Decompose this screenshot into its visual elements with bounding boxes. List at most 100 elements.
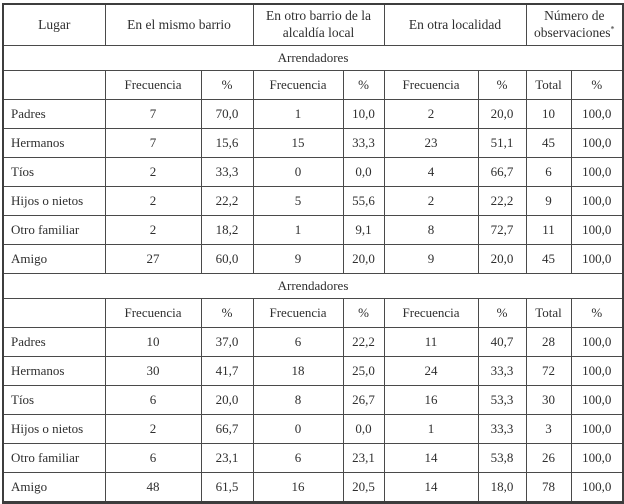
value-cell: 0	[252, 414, 344, 444]
header-num-observaciones: Número de observaciones*	[525, 3, 624, 46]
subheader-cell: %	[200, 298, 254, 328]
subheader-cell: Frecuencia	[383, 298, 479, 328]
value-cell: 8	[252, 385, 344, 415]
table-row: Hijos o nietos 2 22,2 5 55,6 2 22,2 9 100,0	[2, 186, 624, 216]
value-cell: 61,5	[200, 472, 254, 503]
section-title: Arrendadores	[2, 273, 624, 299]
section-title: Arrendadores	[2, 45, 624, 71]
header-otra-localidad: En otra localidad	[383, 3, 527, 46]
subheader-cell: Frecuencia	[104, 298, 202, 328]
value-cell: 100,0	[570, 99, 624, 129]
value-cell: 20,0	[477, 99, 527, 129]
value-cell: 53,8	[477, 443, 527, 473]
row-label: Hermanos	[2, 356, 106, 386]
value-cell: 33,3	[477, 414, 527, 444]
table-row: Otro familiar 2 18,2 1 9,1 8 72,7 11 100,0	[2, 215, 624, 245]
value-cell: 100,0	[570, 443, 624, 473]
value-cell: 2	[383, 186, 479, 216]
table-row: Otro familiar 6 23,1 6 23,1 14 53,8 26 100,0	[2, 443, 624, 473]
frequency-table: Lugar En el mismo barrio En otro barrio …	[2, 3, 624, 504]
value-cell: 55,6	[342, 186, 385, 216]
footnote-marker: *	[610, 24, 615, 34]
header-num-observaciones-text: Número de observaciones	[534, 8, 611, 40]
value-cell: 100,0	[570, 244, 624, 274]
value-cell: 9	[252, 244, 344, 274]
value-cell: 9,1	[342, 215, 385, 245]
header-row: Lugar En el mismo barrio En otro barrio …	[2, 3, 624, 46]
value-cell: 6	[525, 157, 572, 187]
value-cell: 10	[525, 99, 572, 129]
value-cell: 100,0	[570, 385, 624, 415]
header-otro-barrio: En otro barrio de la alcaldía local	[252, 3, 385, 46]
value-cell: 45	[525, 128, 572, 158]
table-row: Hijos o nietos 2 66,7 0 0,0 1 33,3 3 100,0	[2, 414, 624, 444]
value-cell: 60,0	[200, 244, 254, 274]
row-label: Hijos o nietos	[2, 414, 106, 444]
subheader-cell: %	[200, 70, 254, 100]
value-cell: 18,2	[200, 215, 254, 245]
value-cell: 23,1	[342, 443, 385, 473]
value-cell: 100,0	[570, 414, 624, 444]
value-cell: 9	[525, 186, 572, 216]
subheader-row: Frecuencia% Frecuencia% Frecuencia% Total%	[2, 298, 624, 328]
subheader-cell: %	[477, 70, 527, 100]
value-cell: 18,0	[477, 472, 527, 503]
value-cell: 72	[525, 356, 572, 386]
value-cell: 33,3	[477, 356, 527, 386]
value-cell: 0	[252, 157, 344, 187]
value-cell: 100,0	[570, 128, 624, 158]
value-cell: 72,7	[477, 215, 527, 245]
value-cell: 22,2	[477, 186, 527, 216]
value-cell: 27	[104, 244, 202, 274]
value-cell: 6	[104, 443, 202, 473]
value-cell: 6	[252, 327, 344, 357]
subheader-cell: Frecuencia	[252, 70, 344, 100]
subheader-empty-cell	[2, 298, 106, 328]
row-label: Hermanos	[2, 128, 106, 158]
value-cell: 100,0	[570, 327, 624, 357]
value-cell: 100,0	[570, 472, 624, 503]
value-cell: 11	[383, 327, 479, 357]
section-title-row: Arrendadores	[2, 273, 624, 299]
row-label: Otro familiar	[2, 443, 106, 473]
value-cell: 0,0	[342, 157, 385, 187]
value-cell: 11	[525, 215, 572, 245]
value-cell: 30	[525, 385, 572, 415]
row-label: Tíos	[2, 157, 106, 187]
value-cell: 2	[383, 99, 479, 129]
row-label: Amigo	[2, 244, 106, 274]
subheader-cell: Frecuencia	[383, 70, 479, 100]
value-cell: 7	[104, 99, 202, 129]
value-cell: 30	[104, 356, 202, 386]
row-label: Amigo	[2, 472, 106, 503]
value-cell: 20,0	[200, 385, 254, 415]
value-cell: 70,0	[200, 99, 254, 129]
value-cell: 10	[104, 327, 202, 357]
value-cell: 26	[525, 443, 572, 473]
value-cell: 100,0	[570, 215, 624, 245]
value-cell: 5	[252, 186, 344, 216]
section-title-row: Arrendadores	[2, 45, 624, 71]
value-cell: 22,2	[342, 327, 385, 357]
subheader-row: Frecuencia% Frecuencia% Frecuencia% Total%	[2, 70, 624, 100]
value-cell: 25,0	[342, 356, 385, 386]
value-cell: 14	[383, 443, 479, 473]
value-cell: 6	[252, 443, 344, 473]
value-cell: 0,0	[342, 414, 385, 444]
value-cell: 22,2	[200, 186, 254, 216]
value-cell: 33,3	[342, 128, 385, 158]
subheader-cell: %	[570, 298, 624, 328]
value-cell: 15	[252, 128, 344, 158]
value-cell: 26,7	[342, 385, 385, 415]
value-cell: 20,5	[342, 472, 385, 503]
value-cell: 51,1	[477, 128, 527, 158]
value-cell: 15,6	[200, 128, 254, 158]
value-cell: 18	[252, 356, 344, 386]
header-mismo-barrio: En el mismo barrio	[104, 3, 254, 46]
value-cell: 66,7	[477, 157, 527, 187]
value-cell: 2	[104, 186, 202, 216]
subheader-cell: Total	[525, 298, 572, 328]
value-cell: 1	[252, 99, 344, 129]
row-label: Otro familiar	[2, 215, 106, 245]
table-row: Padres 10 37,0 6 22,2 11 40,7 28 100,0	[2, 327, 624, 357]
